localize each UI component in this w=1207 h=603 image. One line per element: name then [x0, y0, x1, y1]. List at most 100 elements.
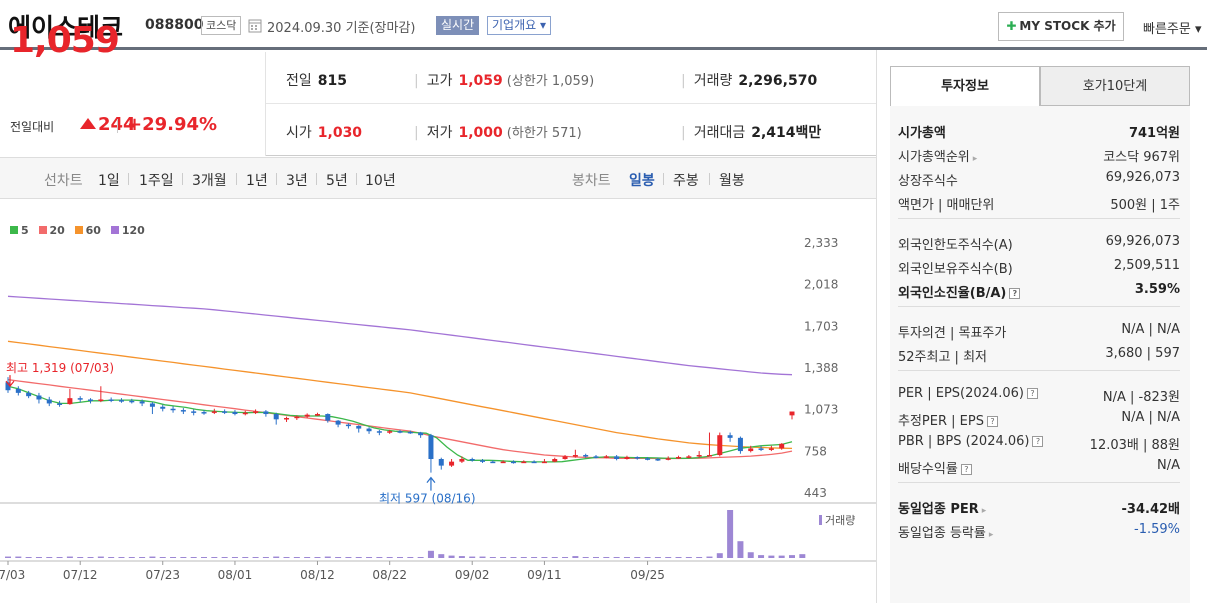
market-badge: 코스닥: [201, 16, 242, 35]
range-10y[interactable]: 10년: [365, 173, 396, 189]
volume-bar: [407, 557, 414, 558]
range-3m[interactable]: 3개월: [192, 173, 227, 189]
candle-body: [480, 460, 486, 462]
period-weekly[interactable]: 주봉: [673, 173, 699, 189]
line-chart-label[interactable]: 선차트: [44, 173, 83, 189]
info-value: 3,680 | 597: [1105, 346, 1180, 361]
volume-bar: [345, 557, 352, 558]
low-arrow-icon: [426, 476, 436, 491]
candle-body: [552, 459, 558, 462]
ma60-swatch: [74, 226, 83, 234]
ma-legend: 5 20 60 120: [10, 224, 145, 237]
info-value: 12.03배 | 88원: [1089, 438, 1180, 453]
info-value: 69,926,073: [1105, 234, 1180, 249]
x-tick-label: 07/23: [145, 568, 180, 582]
info-row[interactable]: 동일업종 PER ▸ -34.42배: [898, 498, 1180, 518]
info-value: N/A | N/A: [1121, 322, 1180, 337]
up-arrow-icon: [80, 118, 96, 129]
volume-bar: [799, 554, 806, 558]
volume-bar: [469, 556, 476, 558]
add-my-stock-button[interactable]: ✚ MY STOCK 추가: [998, 12, 1124, 41]
candle-body: [717, 435, 723, 456]
info-key: 상장주식수: [898, 174, 958, 189]
period-daily[interactable]: 일봉: [629, 173, 655, 189]
quick-order-dropdown[interactable]: 빠른주문 ▾: [1143, 22, 1202, 37]
info-row[interactable]: 시가총액순위 ▸ 코스닥 967위: [898, 146, 1180, 166]
x-tick-label: 09/25: [630, 568, 665, 582]
volume-bar: [541, 557, 548, 558]
info-row[interactable]: 외국인소진율(B/A)? 3.59%: [898, 282, 1180, 302]
help-icon[interactable]: ?: [1032, 436, 1044, 447]
range-3y[interactable]: 3년: [286, 173, 308, 189]
volume-bar: [355, 557, 362, 558]
divider: [128, 173, 129, 185]
volume-bar: [87, 557, 94, 558]
info-row[interactable]: 추정PER | EPS? N/A | N/A: [898, 410, 1180, 430]
candle-body: [438, 459, 444, 466]
volume-bar: [716, 553, 723, 558]
volume-bar: [758, 555, 765, 558]
volume-bar: [531, 557, 538, 558]
candle-body: [345, 424, 351, 427]
candle-body: [676, 457, 682, 459]
amount-value: 2,414: [751, 125, 796, 141]
volume-bar: [448, 555, 455, 558]
price-chart[interactable]: 2,333 2,018 1,703 1,388 1,073 758 443 최고 1,319 …: [0, 215, 876, 603]
candle-body: [634, 457, 640, 459]
range-1d[interactable]: 1일: [98, 173, 120, 189]
volume-bar: [562, 557, 569, 558]
volume-bar: [190, 557, 197, 558]
info-value: 2,509,511: [1113, 258, 1180, 273]
info-row[interactable]: PER | EPS(2024.06)? N/A | -823원: [898, 386, 1180, 406]
help-icon[interactable]: ?: [1026, 388, 1038, 399]
info-row[interactable]: 배당수익률? N/A: [898, 458, 1180, 478]
candle-body: [655, 459, 661, 461]
stats-row-1: 전일 815 | 고가 1,059 (상한가 1,059) | 거래량 2,296,570: [266, 52, 876, 104]
info-row[interactable]: PBR | BPS (2024.06)? 12.03배 | 88원: [898, 434, 1180, 454]
candle-body: [387, 431, 393, 433]
low-label: 저가: [426, 125, 453, 141]
candle-body: [449, 461, 455, 466]
info-key: PBR | BPS (2024.06)?: [898, 434, 1044, 449]
low-value: 1,000: [458, 125, 503, 141]
candle-body: [253, 411, 259, 413]
period-monthly[interactable]: 월봉: [719, 173, 745, 189]
stock-name: 에이스테크: [8, 13, 124, 42]
y-tick-label: 1,703: [804, 319, 838, 333]
realtime-button[interactable]: 실시간: [436, 16, 480, 35]
help-icon[interactable]: ?: [986, 416, 998, 427]
volume-bar: [489, 557, 496, 558]
candle-body: [139, 401, 145, 404]
volume-bar: [427, 550, 434, 558]
range-1w[interactable]: 1주일: [139, 173, 174, 189]
candle-body: [211, 411, 217, 413]
ma120-label: 120: [121, 224, 145, 237]
candle-body: [748, 448, 754, 452]
range-1y[interactable]: 1년: [246, 173, 268, 189]
volume-bar: [417, 557, 424, 558]
stock-code: 088800: [145, 17, 204, 33]
info-row: 시가총액 741억원: [898, 122, 1180, 142]
volume-bar: [768, 555, 775, 558]
tab-order-book[interactable]: 호가10단계: [1040, 66, 1190, 106]
info-value: N/A | N/A: [1121, 410, 1180, 425]
candle-body: [294, 416, 300, 419]
volume-bar: [293, 557, 300, 558]
candle-body: [118, 400, 124, 402]
volume-bar: [128, 557, 135, 558]
candle-body: [500, 461, 506, 464]
candle-body: [67, 398, 73, 405]
tab-investment-info[interactable]: 투자정보: [890, 66, 1040, 106]
candle-chart-label[interactable]: 봉차트: [572, 173, 611, 189]
info-row[interactable]: 동일업종 등락률 ▸ -1.59%: [898, 522, 1180, 542]
help-icon[interactable]: ?: [960, 464, 972, 475]
candle-body: [407, 431, 413, 434]
range-5y[interactable]: 5년: [326, 173, 348, 189]
info-key: 배당수익률?: [898, 458, 972, 477]
volume-bar: [706, 556, 713, 558]
ma20-label: 20: [49, 224, 65, 237]
company-overview-dropdown[interactable]: 기업개요 ▾: [487, 16, 551, 35]
help-icon[interactable]: ?: [1009, 288, 1021, 299]
prev-close-label: 전일: [286, 73, 312, 89]
info-key: 외국인보유주식수(B): [898, 262, 1013, 277]
